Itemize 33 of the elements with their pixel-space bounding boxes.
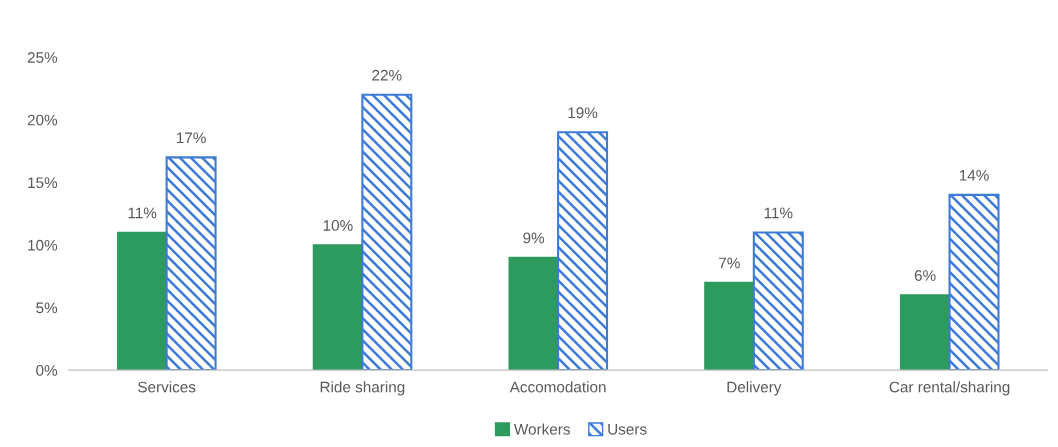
x-tick-label: Ride sharing — [320, 381, 405, 396]
bar — [361, 93, 413, 371]
data-label: 22% — [372, 69, 402, 81]
data-label: 7% — [719, 257, 740, 269]
legend-label: Users — [608, 424, 647, 435]
data-label: 6% — [914, 270, 936, 281]
y-tick-label: 20% — [27, 114, 58, 126]
bar — [165, 156, 217, 371]
bar — [752, 231, 804, 371]
bar — [117, 231, 168, 371]
data-label: 17% — [176, 132, 206, 144]
x-tick-label: Accomodation — [509, 381, 606, 393]
bar — [312, 244, 364, 371]
x-tick-label: Car rental/sharing — [889, 381, 1010, 396]
y-tick-label: 25% — [27, 52, 58, 63]
bar — [704, 281, 755, 371]
data-label: 10% — [323, 220, 353, 231]
y-tick-label: 0% — [36, 364, 58, 376]
data-label: 19% — [568, 107, 598, 119]
y-tick-label: 10% — [28, 239, 58, 251]
x-tick-label: Delivery — [727, 381, 782, 396]
data-label: 11% — [128, 207, 157, 219]
y-tick-label: 5% — [36, 302, 58, 314]
legend-label: Workers — [513, 423, 570, 435]
bar — [948, 193, 1000, 371]
y-tick-label: 15% — [28, 177, 58, 189]
data-label: 14% — [959, 170, 989, 181]
bar — [557, 131, 609, 371]
data-label: 11% — [764, 207, 793, 219]
x-tick-label: Services — [138, 381, 196, 393]
data-label: 9% — [523, 232, 545, 244]
bar — [899, 294, 951, 371]
bar — [508, 256, 559, 371]
